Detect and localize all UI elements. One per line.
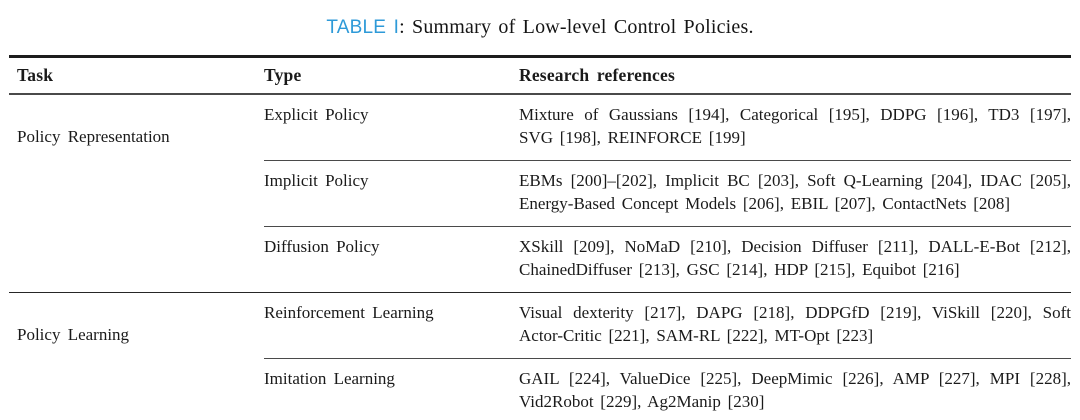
task-group-policy-learning: Policy Learning Reinforcement Learning V…	[9, 292, 1071, 420]
column-header-task: Task	[9, 56, 264, 95]
table-header: Task Type Research references	[9, 56, 1071, 95]
table-row: Implicit Policy EBMs [200]–[202], Implic…	[9, 160, 1071, 227]
table-caption-label: TABLE I	[326, 17, 400, 38]
type-cell: Reinforcement Learning	[264, 292, 519, 359]
policies-table: Task Type Research references Policy Rep…	[9, 55, 1071, 420]
table-row: Imitation Learning GAIL [224], ValueDice…	[9, 358, 1071, 420]
references-cell: Mixture of Gaussians [194], Categorical …	[519, 94, 1071, 161]
references-cell: GAIL [224], ValueDice [225], DeepMimic […	[519, 358, 1071, 420]
column-header-type: Type	[264, 56, 519, 95]
references-cell: EBMs [200]–[202], Implicit BC [203], Sof…	[519, 160, 1071, 227]
column-header-references: Research references	[519, 56, 1071, 95]
table-caption: TABLE I: Summary of Low-level Control Po…	[0, 0, 1080, 39]
type-cell: Imitation Learning	[264, 358, 519, 420]
task-group-policy-representation: Policy Representation Explicit Policy Mi…	[9, 94, 1071, 293]
references-cell: XSkill [209], NoMaD [210], Decision Diff…	[519, 237, 1071, 279]
header-row: Task Type Research references	[9, 56, 1071, 95]
table-row: Policy Learning Reinforcement Learning V…	[9, 292, 1071, 359]
type-cell: Explicit Policy	[264, 94, 519, 161]
table-row: Diffusion Policy XSkill [209], NoMaD [21…	[9, 227, 1071, 293]
task-cell: Policy Representation	[17, 127, 170, 146]
references-cell: Visual dexterity [217], DAPG [218], DDPG…	[519, 292, 1071, 359]
table-row: Policy Representation Explicit Policy Mi…	[9, 94, 1071, 161]
type-cell: Implicit Policy	[264, 160, 519, 227]
type-cell: Diffusion Policy	[264, 237, 380, 256]
task-cell: Policy Learning	[17, 325, 130, 344]
table-caption-text: : Summary of Low-level Control Policies.	[399, 16, 754, 38]
